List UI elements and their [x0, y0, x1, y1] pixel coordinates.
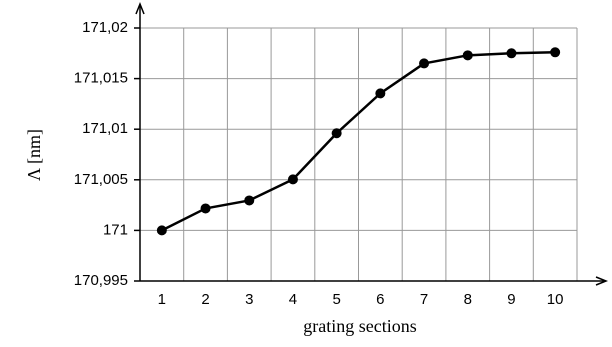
x-tick-label: 10 — [547, 291, 564, 308]
y-axis-title: Λ [nm] — [24, 129, 44, 181]
x-tick-label: 5 — [332, 291, 340, 308]
point — [200, 203, 211, 214]
point — [244, 195, 255, 206]
point — [506, 48, 517, 59]
point — [462, 50, 473, 61]
point — [156, 225, 167, 236]
x-tick-label: 9 — [507, 291, 515, 308]
y-tick-label: 171,005 — [74, 171, 128, 188]
y-axis-arrow — [135, 1, 145, 15]
y-tick-label: 171 — [103, 221, 128, 238]
point — [550, 47, 561, 58]
x-tick-label: 2 — [201, 291, 209, 308]
y-tick-label: 170,995 — [74, 272, 128, 289]
x-axis-arrow — [595, 276, 609, 286]
x-axis-title: grating sections — [303, 316, 416, 336]
point — [375, 88, 386, 99]
point — [287, 174, 298, 185]
y-tick-label: 171,015 — [74, 70, 128, 87]
point — [419, 58, 430, 69]
x-tick-label: 3 — [245, 291, 253, 308]
x-tick-label: 8 — [464, 291, 472, 308]
point — [331, 128, 342, 139]
line — [161, 51, 556, 232]
y-tick-label: 171,02 — [82, 19, 128, 36]
x-tick-label: 7 — [420, 291, 428, 308]
x-tick-label: 4 — [289, 291, 297, 308]
x-tick-label: 6 — [376, 291, 384, 308]
x-tick-label: 1 — [158, 291, 166, 308]
y-tick-label: 171,01 — [82, 120, 128, 137]
